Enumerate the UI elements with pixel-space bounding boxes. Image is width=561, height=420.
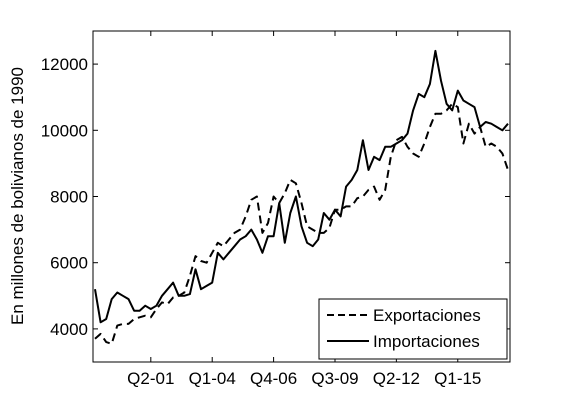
y-tick-label: 8000 xyxy=(50,188,88,207)
legend-label-exportaciones: Exportaciones xyxy=(373,306,481,325)
y-axis-label: En millones de bolivianos de 1990 xyxy=(8,67,27,325)
y-tick-label: 4000 xyxy=(50,320,88,339)
y-tick-label: 6000 xyxy=(50,254,88,273)
x-tick-label: Q2-12 xyxy=(373,369,420,388)
x-tick-label: Q2-01 xyxy=(127,369,174,388)
legend-label-importaciones: Importaciones xyxy=(373,332,480,351)
plot-frame xyxy=(92,30,511,363)
y-tick-label: 10000 xyxy=(41,121,88,140)
legend-box xyxy=(318,298,508,360)
series-line-exportaciones xyxy=(94,102,509,345)
x-tick-label: Q3-09 xyxy=(311,369,358,388)
series-lines xyxy=(94,49,509,345)
x-tick-label: Q4-06 xyxy=(250,369,297,388)
legend: Exportaciones Importaciones xyxy=(318,298,508,360)
x-tick-label: Q1-15 xyxy=(434,369,481,388)
x-tick-label: Q1-04 xyxy=(189,369,236,388)
axis-ticks: 4000 6000 8000 10000 12000 Q2-01 Q1-04 Q4-06 Q3-… xyxy=(41,31,510,388)
y-tick-label: 12000 xyxy=(41,55,88,74)
series-line-importaciones xyxy=(94,49,509,324)
